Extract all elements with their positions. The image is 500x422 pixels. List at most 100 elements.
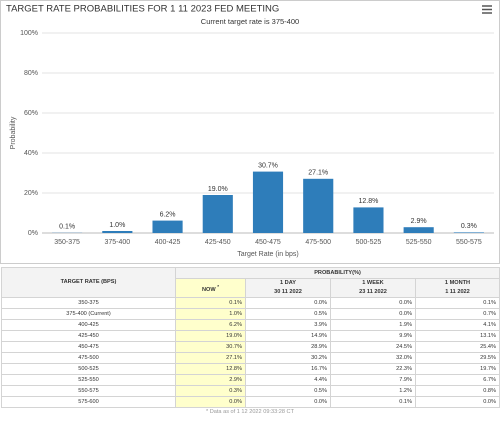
table-cell: 13.1% <box>415 330 500 342</box>
table-cell: 4.4% <box>245 374 331 386</box>
table-cell: 425-450 <box>1 330 176 342</box>
table-cell: 32.0% <box>330 352 416 364</box>
x-tick-label: 550-575 <box>456 239 482 246</box>
table-row: 375-400 (Current) 1.0% 0.5% 0.0% 0.7% <box>1 308 500 320</box>
x-axis-label: Target Rate (in bps) <box>237 251 298 258</box>
table-cell: 2.9% <box>175 374 246 386</box>
table-cell: 0.0% <box>415 396 500 408</box>
bar <box>453 232 484 233</box>
header-cell: TARGET RATE (BPS) <box>1 267 176 298</box>
header-cell: 1 MONTH 1 11 2022 <box>415 278 500 298</box>
table-cell: 19.7% <box>415 363 500 375</box>
column-date: 1 11 2022 <box>445 289 470 295</box>
value-label: 6.2% <box>160 211 176 218</box>
header-cell: NOW * <box>175 278 246 298</box>
x-tick-label: 450-475 <box>255 239 281 246</box>
table-cell: 30.7% <box>175 341 246 353</box>
table-row: 525-550 2.9% 4.4% 7.9% 6.7% <box>1 374 500 386</box>
table-row: 475-500 27.1% 30.2% 32.0% 29.5% <box>1 352 500 364</box>
table-cell: 500-525 <box>1 363 176 375</box>
y-tick-label: 0% <box>28 230 38 237</box>
table-cell: 0.1% <box>175 297 246 309</box>
table-cell: 0.3% <box>175 385 246 397</box>
table-cell: 3.9% <box>245 319 331 331</box>
table-cell: 550-575 <box>1 385 176 397</box>
bar <box>353 207 384 233</box>
table-row: 575-600 0.0% 0.0% 0.1% 0.0% <box>1 396 500 408</box>
table-cell: 6.7% <box>415 374 500 386</box>
y-tick-label: 80% <box>24 70 38 77</box>
chart-subtitle: Current target rate is 375-400 <box>201 17 299 26</box>
table-cell: 400-425 <box>1 319 176 331</box>
table-cell: 375-400 (Current) <box>1 308 176 320</box>
table-cell: 0.1% <box>415 297 500 309</box>
header-row: TARGET RATE (BPS) PROBABILITY(%) <box>1 267 500 298</box>
column-label: 1 WEEK <box>362 280 384 286</box>
y-tick-label: 40% <box>24 150 38 157</box>
table-cell: 29.5% <box>415 352 500 364</box>
table-cell: 0.5% <box>245 385 331 397</box>
table-cell: 450-475 <box>1 341 176 353</box>
table-cell: 7.9% <box>330 374 416 386</box>
x-tick-label: 500-525 <box>356 239 382 246</box>
table-cell: 0.7% <box>415 308 500 320</box>
chart-title: TARGET RATE PROBABILITIES FOR 1 11 2023 … <box>6 4 279 15</box>
table-cell: 6.2% <box>175 319 246 331</box>
table-cell: 1.2% <box>330 385 416 397</box>
table-cell: 27.1% <box>175 352 246 364</box>
x-tick-label: 350-375 <box>54 239 80 246</box>
value-label: 30.7% <box>258 162 278 169</box>
menu-icon[interactable] <box>482 5 492 14</box>
table-cell: 0.5% <box>245 308 331 320</box>
table-cell: 4.1% <box>415 319 500 331</box>
table-cell: 525-550 <box>1 374 176 386</box>
table-cell: 14.9% <box>245 330 331 342</box>
column-label: 1 DAY <box>280 280 296 286</box>
value-label: 19.0% <box>208 186 228 193</box>
chart: TARGET RATE PROBABILITIES FOR 1 11 2023 … <box>0 0 500 264</box>
table-cell: 9.9% <box>330 330 416 342</box>
table-cell: 0.8% <box>415 385 500 397</box>
table-cell: 0.0% <box>330 308 416 320</box>
table-cell: 16.7% <box>245 363 331 375</box>
table-cell: 22.3% <box>330 363 416 375</box>
value-label: 0.1% <box>59 224 75 231</box>
table-cell: 1.9% <box>330 319 416 331</box>
value-label: 2.9% <box>411 218 427 225</box>
y-tick-label: 60% <box>24 110 38 117</box>
x-tick-label: 375-400 <box>104 239 130 246</box>
table-cell: 28.9% <box>245 341 331 353</box>
y-axis-label: Probability <box>10 116 17 149</box>
y-tick-label: 100% <box>20 30 38 37</box>
table-row: 425-450 19.0% 14.9% 9.9% 13.1% <box>1 330 500 342</box>
table-cell: 575-600 <box>1 396 176 408</box>
table-row: 400-425 6.2% 3.9% 1.9% 4.1% <box>1 319 500 331</box>
table-row: 550-575 0.3% 0.5% 1.2% 0.8% <box>1 385 500 397</box>
header-cell: PROBABILITY(%) <box>175 267 500 279</box>
table-cell: 0.1% <box>330 396 416 408</box>
x-tick-label: 475-500 <box>305 239 331 246</box>
footnote: * Data as of 1 12 2022 09:33:28 CT <box>205 409 294 415</box>
table-row: 350-375 0.1% 0.0% 0.0% 0.1% <box>1 297 500 309</box>
header-cell: 1 WEEK 23 11 2022 <box>330 278 416 298</box>
table-cell: 1.0% <box>175 308 246 320</box>
value-label: 0.3% <box>461 223 477 230</box>
table-row: 450-475 30.7% 28.9% 24.5% 25.4% <box>1 341 500 353</box>
column-date: 30 11 2022 <box>274 289 302 295</box>
table-cell: 0.0% <box>245 396 331 408</box>
table-row: 500-525 12.8% 16.7% 22.3% 19.7% <box>1 363 500 375</box>
bar <box>252 171 284 233</box>
table-cell: 0.0% <box>175 396 246 408</box>
probability-table: TARGET RATE (BPS) PROBABILITY(%) NOW * 1 DA… <box>1 267 500 408</box>
table-cell: 0.0% <box>245 297 331 309</box>
value-label: 27.1% <box>308 170 328 177</box>
bar <box>403 227 434 233</box>
table-cell: 350-375 <box>1 297 176 309</box>
bar <box>303 178 334 233</box>
table-cell: 25.4% <box>415 341 500 353</box>
x-tick-label: 400-425 <box>155 239 181 246</box>
table-cell: 12.8% <box>175 363 246 375</box>
x-tick-label: 525-550 <box>406 239 432 246</box>
y-tick-label: 20% <box>24 190 38 197</box>
